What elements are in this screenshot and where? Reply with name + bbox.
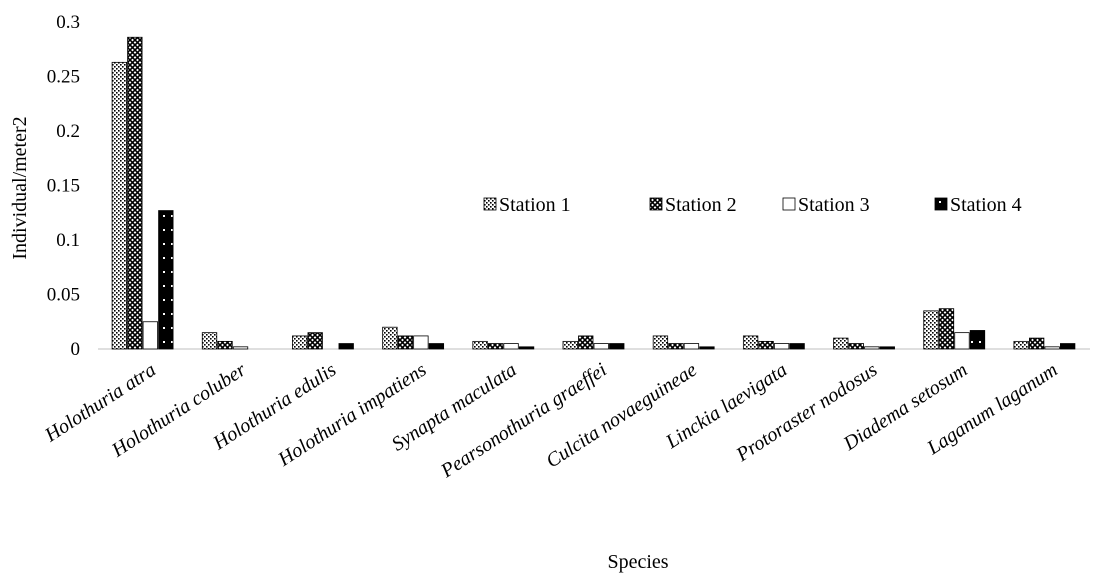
bar [578, 335, 594, 350]
legend-swatch [782, 197, 796, 211]
bar [201, 332, 218, 350]
legend-label: Station 4 [950, 194, 1022, 216]
bar [789, 343, 805, 350]
y-tick-label: 0.3 [56, 12, 80, 33]
bar [1013, 340, 1029, 350]
bar [758, 340, 774, 350]
y-axis-title: Individual/meter2 [9, 116, 31, 259]
bar [683, 343, 700, 350]
bar [699, 346, 715, 350]
bar [232, 346, 249, 350]
bar [503, 343, 519, 350]
bar [864, 346, 880, 350]
bar [127, 36, 143, 350]
bar [1044, 346, 1060, 350]
bar [1060, 343, 1076, 350]
bar [338, 343, 354, 350]
bar [472, 340, 488, 350]
bar [773, 343, 790, 350]
legend-label: Station 3 [798, 194, 870, 216]
bar [1029, 337, 1045, 350]
bar [292, 335, 308, 350]
bar [413, 335, 429, 350]
bar [307, 332, 323, 350]
bar [487, 343, 504, 350]
legend-swatch [483, 197, 497, 211]
y-axis-tick-labels: 0 0.05 0.1 0.15 0.2 0.25 0.3 [47, 12, 80, 360]
bar [938, 308, 955, 350]
bar [593, 343, 609, 350]
y-tick-label: 0.2 [56, 121, 80, 142]
bar [652, 335, 669, 350]
bar [742, 335, 759, 350]
bar [668, 343, 684, 350]
legend-label: Station 1 [499, 194, 571, 216]
bar [954, 332, 970, 350]
bar [609, 343, 625, 350]
category-label: Culcita novaeguineae [542, 359, 701, 473]
bar [969, 330, 986, 350]
y-tick-label: 0.1 [56, 230, 80, 251]
y-tick-label: 0.25 [47, 67, 80, 88]
bar [142, 321, 158, 350]
y-tick-label: 0.05 [47, 285, 80, 306]
bar [158, 210, 174, 350]
bar [562, 340, 578, 350]
legend-label: Station 2 [665, 194, 737, 216]
bar [217, 340, 233, 350]
legend-swatch [649, 197, 663, 211]
legend-swatch [934, 197, 948, 211]
bar [518, 346, 535, 350]
bar [879, 346, 895, 350]
bar [111, 61, 127, 350]
category-label: Pearsonothuria graeffei [436, 359, 610, 483]
x-axis-title: Species [607, 551, 668, 573]
category-label: Holothuria impatiens [274, 359, 431, 472]
y-tick-label: 0.15 [47, 176, 80, 197]
bar [848, 343, 864, 350]
bar [833, 337, 849, 350]
bar [428, 343, 445, 350]
legend: Station 1 Station 2 Station 3 Station 4 [483, 194, 1022, 216]
bar [397, 335, 414, 350]
bar [382, 326, 398, 350]
bars-group [111, 36, 1076, 350]
bar [923, 310, 939, 350]
y-tick-label: 0 [71, 339, 81, 360]
